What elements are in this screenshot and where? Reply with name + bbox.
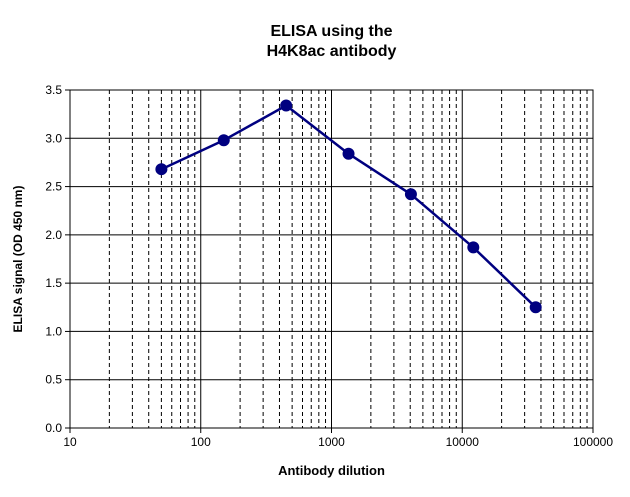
data-point bbox=[217, 134, 230, 147]
y-tick-label: 0.0 bbox=[45, 421, 62, 435]
x-tick-label: 1000 bbox=[318, 435, 345, 449]
x-tick-label: 10 bbox=[63, 435, 77, 449]
y-tick-label: 3.0 bbox=[45, 131, 62, 145]
y-tick-label: 1.0 bbox=[45, 324, 62, 338]
chart-title-line-2: H4K8ac antibody bbox=[266, 43, 397, 60]
y-tick-label: 3.5 bbox=[45, 83, 62, 97]
y-tick-label: 1.5 bbox=[45, 276, 62, 290]
data-point bbox=[467, 241, 480, 254]
data-point bbox=[342, 147, 355, 160]
y-tick-label: 2.5 bbox=[45, 180, 62, 194]
x-tick-label: 10000 bbox=[446, 435, 480, 449]
data-point bbox=[529, 301, 542, 314]
y-tick-label: 2.0 bbox=[45, 228, 62, 242]
data-point bbox=[280, 99, 293, 112]
data-point bbox=[155, 163, 168, 176]
x-tick-label: 100000 bbox=[573, 435, 613, 449]
y-tick-label: 0.5 bbox=[45, 373, 62, 387]
chart-title-line-1: ELISA using the bbox=[270, 23, 393, 40]
x-tick-label: 100 bbox=[191, 435, 211, 449]
x-axis-label: Antibody dilution bbox=[278, 463, 385, 478]
data-point bbox=[404, 188, 417, 201]
series-line bbox=[160, 104, 537, 309]
